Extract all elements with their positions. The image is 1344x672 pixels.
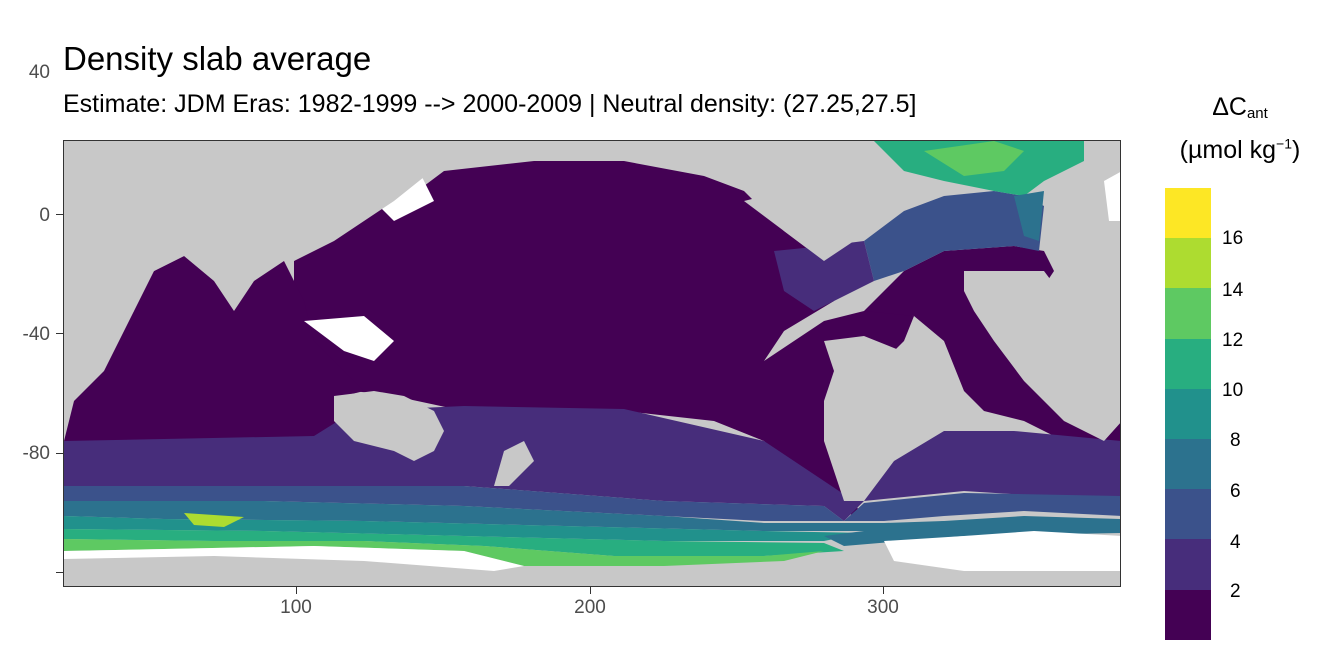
x-tick-label-300: 300 (867, 597, 899, 618)
x-tick-label-200: 200 (574, 597, 606, 618)
x-tick-mark (296, 587, 297, 594)
y-tick-mark (56, 572, 63, 573)
x-tick-mark (590, 587, 591, 594)
color-scale-step (1165, 388, 1211, 439)
color-scale-step (1165, 238, 1211, 289)
legend-title-main: ΔC (1212, 93, 1247, 121)
color-scale-step (1165, 288, 1211, 339)
legend-label-14: 14 (1222, 280, 1244, 301)
y-tick-label-neg80: -80 (22, 443, 50, 464)
legend-title-subscript: ant (1246, 105, 1268, 122)
legend-label-8: 8 (1230, 430, 1241, 451)
color-scale-step (1165, 489, 1211, 540)
color-scale-step (1165, 589, 1211, 640)
legend-label-10: 10 (1222, 380, 1244, 401)
x-tick-label-100: 100 (280, 597, 312, 618)
map-title: Density slab average (63, 40, 372, 77)
color-scale-step (1165, 188, 1211, 239)
y-tick-label-40: 40 (28, 62, 50, 83)
map-panel (63, 140, 1121, 587)
color-scale-bar (1165, 188, 1211, 640)
legend-label-12: 12 (1222, 330, 1244, 351)
y-tick-label-0: 0 (39, 205, 50, 226)
legend-title: ΔCant (µmol kg−1) (1160, 86, 1320, 171)
color-scale-step (1165, 539, 1211, 590)
color-scale-step (1165, 438, 1211, 490)
color-scale-step (1165, 338, 1211, 389)
x-tick-mark (883, 587, 884, 594)
map-subtitle: Estimate: JDM Eras: 1982-1999 --> 2000-2… (63, 90, 917, 118)
ocean-field (64, 141, 1120, 586)
land-masses (64, 141, 1120, 586)
legend-label-6: 6 (1230, 481, 1241, 502)
legend-units-exponent: −1 (1276, 135, 1292, 152)
legend-units-prefix: (µmol kg (1179, 135, 1277, 164)
legend-label-4: 4 (1230, 532, 1241, 553)
y-tick-mark (56, 333, 63, 334)
y-tick-mark (56, 453, 63, 454)
y-tick-mark (56, 214, 63, 215)
legend-label-16: 16 (1222, 228, 1244, 249)
ocean-regions (64, 141, 1120, 566)
legend-label-2: 2 (1230, 581, 1241, 602)
legend-units-suffix: ) (1292, 135, 1301, 164)
y-tick-label-neg40: -40 (22, 324, 50, 345)
